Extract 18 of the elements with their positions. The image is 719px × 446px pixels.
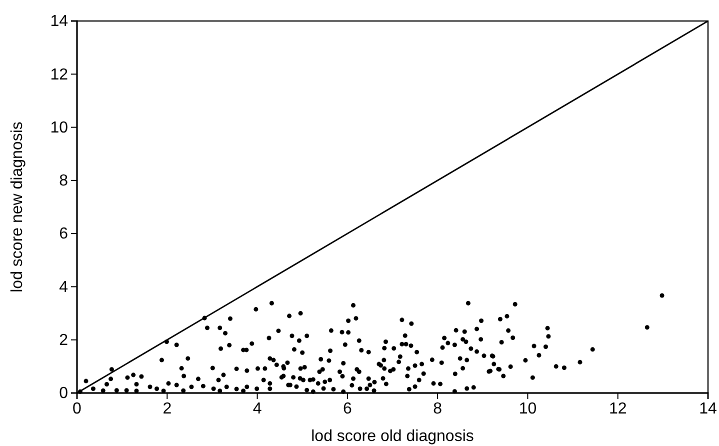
x-axis-title: lod score old diagnosis [311, 428, 474, 445]
y-tick-label: 6 [59, 226, 68, 243]
x-tick-label: 8 [433, 400, 442, 418]
y-tick-label: 12 [50, 66, 68, 84]
y-axis-title: lod score new diagnosis [9, 122, 26, 292]
x-tick-label: 4 [252, 400, 262, 418]
x-tick-label: 10 [518, 400, 537, 418]
x-tick-label: 0 [72, 400, 82, 418]
y-tick-label: 8 [59, 172, 68, 190]
y-tick-label: 4 [59, 278, 68, 296]
y-tick-label: 10 [50, 119, 68, 136]
x-tick-label: 6 [342, 400, 352, 418]
y-tick-label: 0 [59, 385, 68, 402]
x-tick-label: 2 [162, 400, 172, 418]
y-tick-label: 14 [50, 13, 68, 30]
x-tick-label: 12 [608, 400, 627, 418]
y-tick-label: 2 [59, 332, 68, 349]
x-tick-label: 14 [699, 400, 717, 418]
